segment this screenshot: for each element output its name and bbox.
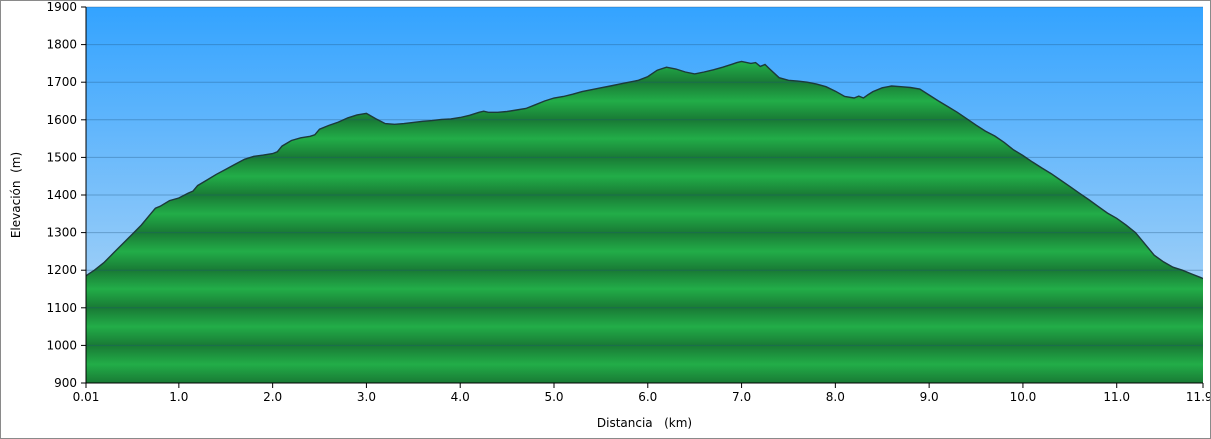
x-tick-label: 9.0 [920, 390, 939, 404]
y-tick-label: 900 [54, 376, 77, 390]
y-tick-label: 1900 [46, 1, 77, 14]
x-tick-label: 11.0 [1103, 390, 1130, 404]
x-tick-label: 10.0 [1010, 390, 1037, 404]
y-tick-label: 1400 [46, 188, 77, 202]
x-tick-label: 0.01 [73, 390, 100, 404]
y-tick-label: 1300 [46, 226, 77, 240]
x-axis-title: Distancia (km) [597, 416, 692, 430]
elevation-area [86, 61, 1203, 383]
y-tick-label: 1000 [46, 338, 77, 352]
x-tick-label: 4.0 [451, 390, 470, 404]
y-tick-label: 1600 [46, 113, 77, 127]
elevation-line [86, 60, 1203, 280]
x-tick-label: 3.0 [357, 390, 376, 404]
x-tick-label: 5.0 [544, 390, 563, 404]
x-tick-label: 8.0 [826, 390, 845, 404]
y-tick-label: 1800 [46, 38, 77, 52]
y-tick-label: 1200 [46, 263, 77, 277]
x-tick-label: 1.0 [169, 390, 188, 404]
y-tick-label: 1100 [46, 301, 77, 315]
x-tick-label: 2.0 [263, 390, 282, 404]
y-tick-label: 1500 [46, 150, 77, 164]
y-tick-label: 1700 [46, 75, 77, 89]
x-tick-label: 11.92 [1186, 390, 1210, 404]
x-tick-label: 7.0 [732, 390, 751, 404]
x-tick-label: 6.0 [638, 390, 657, 404]
y-axis-title: Elevación (m) [9, 152, 23, 238]
